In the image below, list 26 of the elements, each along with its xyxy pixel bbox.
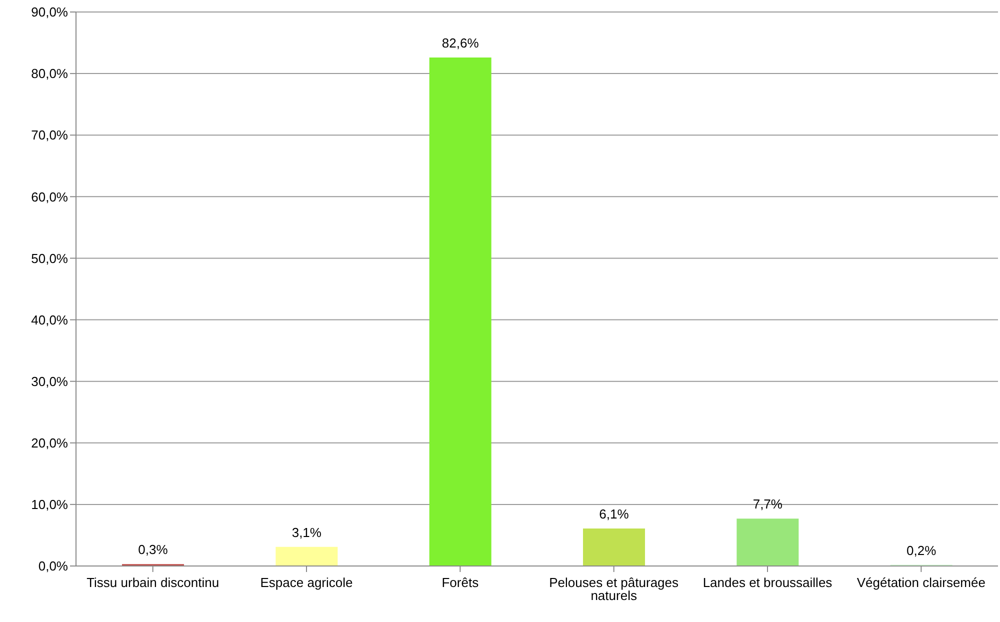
x-tick-label: Forêts [442,575,480,590]
y-tick-label: 20,0% [31,436,68,451]
y-tick-label: 40,0% [31,312,68,328]
y-tick-label: 0,0% [38,558,68,574]
y-tick-label: 50,0% [31,250,68,266]
bar [429,58,492,566]
x-tick-label: Tissu urbain discontinu [86,575,220,590]
data-label: 7,7% [752,496,783,512]
data-label: 0,3% [138,542,168,558]
data-label: 0,2% [906,542,937,558]
bar [276,546,338,566]
data-label: 82,6% [442,36,480,51]
y-tick-label: 80,0% [31,66,68,82]
y-tick-label: 70,0% [31,128,68,143]
bar [736,518,799,566]
x-tick-label: Espace agricole [260,575,353,590]
data-label: 6,1% [599,506,630,522]
bar [583,528,645,566]
y-tick-label: 10,0% [31,497,68,512]
x-tick-label: Landes et broussailles [702,575,833,590]
y-tick-label: 30,0% [31,374,68,389]
x-tick-label: Pelouses et pâturages naturels [549,575,680,604]
x-tick-label: Végétation clairsemée [856,575,986,590]
data-label: 3,1% [292,524,322,540]
y-tick-label: 90,0% [31,4,68,20]
y-tick-label: 60,0% [31,189,68,204]
